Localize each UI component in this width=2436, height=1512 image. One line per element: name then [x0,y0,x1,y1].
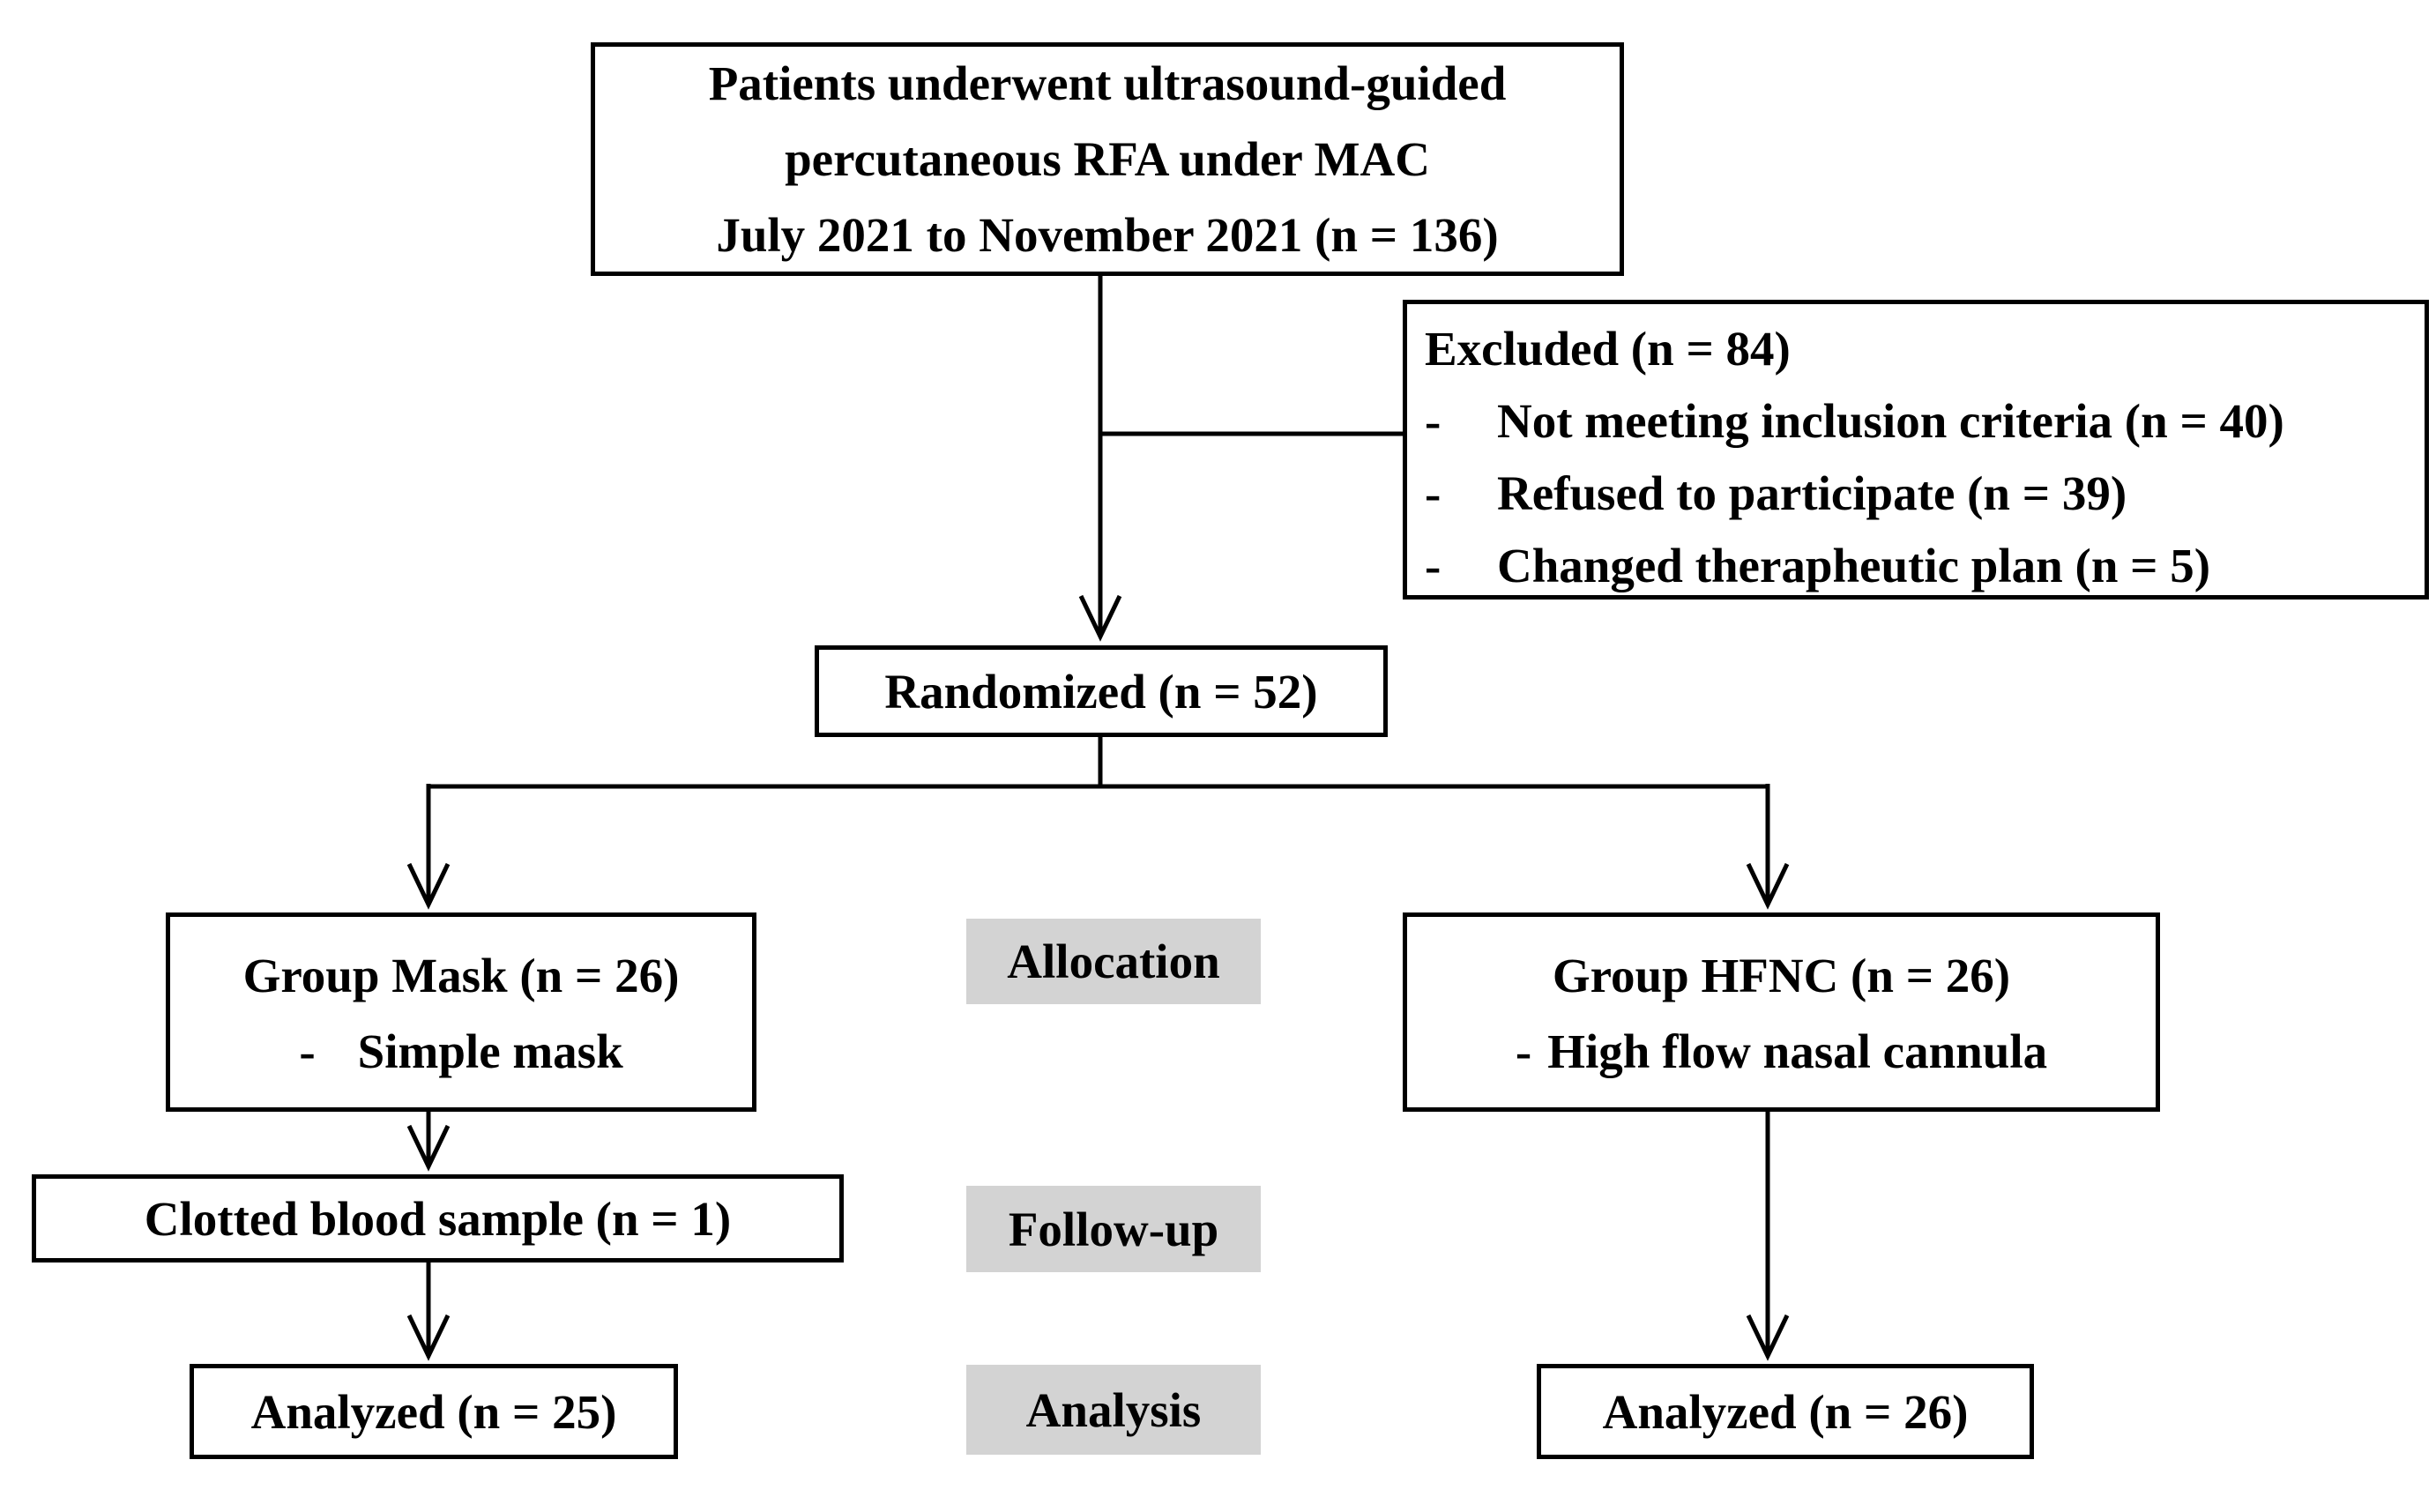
analyzed-hfnc-label: Analyzed (n = 26) [1602,1384,1969,1439]
randomized-box: Randomized (n = 52) [815,645,1388,737]
bullet-dash: - [1425,394,1441,448]
excluded-item: - Changed therapheutic plan (n = 5) [1425,530,2425,602]
analyzed-mask-box: Analyzed (n = 25) [190,1364,678,1459]
excluded-item-text: Changed therapheutic plan (n = 5) [1497,539,2211,592]
group-hfnc-box: Group HFNC (n = 26) - High flow nasal can… [1403,912,2160,1112]
stage-label-text: Analysis [1025,1382,1202,1437]
stage-label-follow-up: Follow-up [966,1186,1261,1272]
clotted-blood-sample-label: Clotted blood sample (n = 1) [144,1191,732,1246]
clotted-blood-sample-box: Clotted blood sample (n = 1) [32,1174,844,1262]
bullet-dash: - [1425,466,1441,520]
group-mask-box: Group Mask (n = 26) - Simple mask [166,912,756,1112]
group-mask-title: Group Mask (n = 26) [242,949,680,1002]
analyzed-mask-label: Analyzed (n = 25) [250,1384,617,1439]
enrollment-line-2: percutaneous RFA under MAC [785,131,1430,186]
bullet-dash: - [1425,539,1441,592]
stage-label-analysis: Analysis [966,1365,1261,1455]
enrollment-line-1: Patients underwent ultrasound-guided [708,56,1507,110]
analyzed-hfnc-box: Analyzed (n = 26) [1537,1364,2034,1459]
excluded-item: - Not meeting inclusion criteria (n = 40… [1425,385,2425,458]
enrollment-box: Patients underwent ultrasound-guided per… [591,42,1624,276]
stage-label-text: Allocation [1007,935,1220,988]
stage-label-allocation: Allocation [966,919,1261,1004]
group-mask-item-text: Simple mask [357,1024,623,1078]
randomized-label: Randomized (n = 52) [884,664,1318,719]
excluded-item: - Refused to participate (n = 39) [1425,458,2425,530]
excluded-item-text: Not meeting inclusion criteria (n = 40) [1497,394,2284,448]
excluded-box: Excluded (n = 84) - Not meeting inclusio… [1403,300,2429,600]
excluded-title: Excluded (n = 84) [1425,322,1791,376]
group-mask-item: - Simple mask [170,1014,752,1090]
enrollment-line-3: July 2021 to November 2021 (n = 136) [716,207,1499,262]
bullet-dash: - [299,1024,316,1078]
group-hfnc-item: - High flow nasal cannula [1407,1014,2156,1090]
bullet-dash: - [1515,1024,1532,1078]
excluded-item-text: Refused to participate (n = 39) [1497,466,2127,520]
group-hfnc-item-text: High flow nasal cannula [1547,1024,2048,1078]
stage-label-text: Follow-up [1008,1202,1219,1256]
group-hfnc-title: Group HFNC (n = 26) [1552,949,2011,1002]
